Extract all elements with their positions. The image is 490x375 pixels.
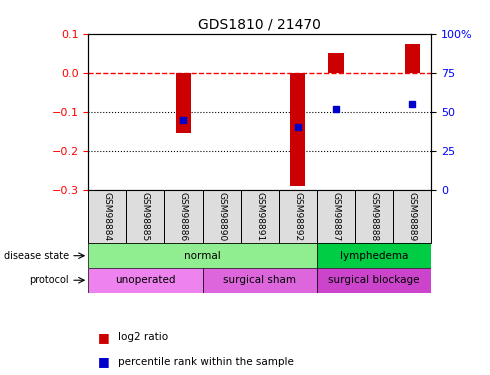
Text: surgical sham: surgical sham (223, 275, 296, 285)
Bar (317, 268, 431, 292)
Text: GSM98891: GSM98891 (255, 192, 264, 241)
Bar (328, 53, 343, 73)
FancyBboxPatch shape (241, 190, 279, 243)
Text: GSM98889: GSM98889 (408, 192, 416, 241)
Bar (290, 73, 305, 186)
Title: GDS1810 / 21470: GDS1810 / 21470 (198, 17, 321, 31)
Bar (405, 44, 420, 73)
FancyBboxPatch shape (126, 190, 165, 243)
Bar (202, 268, 317, 292)
FancyBboxPatch shape (165, 190, 202, 243)
Text: protocol: protocol (29, 275, 69, 285)
Text: log2 ratio: log2 ratio (118, 333, 168, 342)
Text: percentile rank within the sample: percentile rank within the sample (118, 357, 294, 367)
Text: normal: normal (184, 251, 221, 261)
Text: GSM98886: GSM98886 (179, 192, 188, 241)
Text: unoperated: unoperated (115, 275, 175, 285)
Text: GSM98884: GSM98884 (103, 192, 112, 241)
Bar (317, 243, 431, 268)
FancyBboxPatch shape (279, 190, 317, 243)
Text: surgical blockage: surgical blockage (328, 275, 420, 285)
Bar (88, 268, 202, 292)
Text: ■: ■ (98, 331, 110, 344)
Text: GSM98892: GSM98892 (294, 192, 302, 241)
Bar (88, 243, 317, 268)
FancyBboxPatch shape (202, 190, 241, 243)
Text: GSM98887: GSM98887 (331, 192, 341, 241)
FancyBboxPatch shape (88, 190, 126, 243)
Text: lymphedema: lymphedema (340, 251, 408, 261)
Text: GSM98890: GSM98890 (217, 192, 226, 241)
FancyBboxPatch shape (355, 190, 393, 243)
FancyBboxPatch shape (317, 190, 355, 243)
Text: GSM98888: GSM98888 (369, 192, 379, 241)
Text: disease state: disease state (4, 251, 69, 261)
FancyBboxPatch shape (393, 190, 431, 243)
Text: ■: ■ (98, 356, 110, 368)
Text: GSM98885: GSM98885 (141, 192, 150, 241)
Bar (176, 73, 191, 133)
